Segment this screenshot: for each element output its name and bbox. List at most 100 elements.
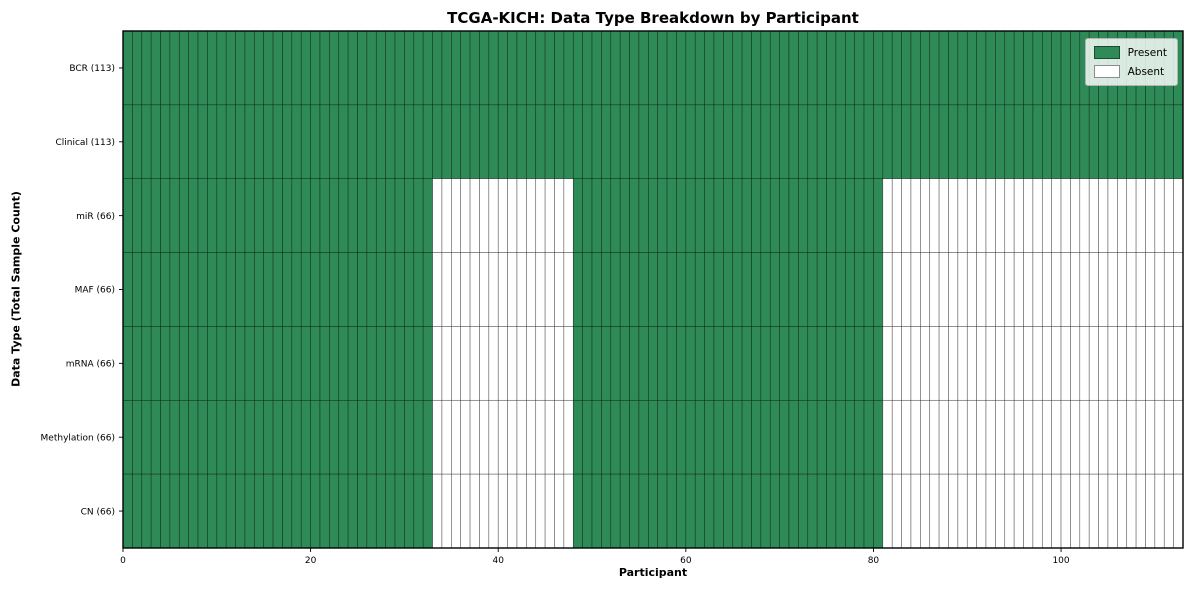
cell [1098,326,1109,401]
cell [535,252,546,327]
cell [1126,399,1137,475]
cell [601,399,612,475]
cell [497,252,508,327]
cell [1070,326,1081,401]
cell [554,473,565,549]
cell [741,326,752,401]
cell [329,473,340,549]
cell [638,252,649,327]
cell [863,252,874,327]
cell [1173,178,1184,253]
cell [788,178,799,253]
cell [554,104,565,180]
cell [460,399,471,475]
cell [891,252,902,327]
cell [976,399,987,475]
cell [150,178,161,253]
cell [629,326,640,401]
cell [141,30,152,106]
cell [1135,104,1146,180]
cell [432,473,443,549]
cell [432,104,443,180]
cell [863,326,874,401]
cell [1032,178,1043,253]
cell [1079,178,1090,253]
cell [132,252,143,327]
cell [1060,104,1071,180]
cell [1145,399,1156,475]
cell [263,104,274,180]
cell [554,178,565,253]
cell [422,252,433,327]
cell [713,178,724,253]
cell [404,30,415,106]
y-axis-label: Data Type (Total Sample Count) [9,191,23,387]
cell [375,178,386,253]
cell [357,178,368,253]
cell [816,399,827,475]
cell [1163,473,1174,549]
cell [225,30,236,106]
cell [178,104,189,180]
cell [1154,252,1165,327]
cell [844,30,855,106]
cell [920,104,931,180]
cell [488,30,499,106]
cell [610,473,621,549]
cell [1013,473,1024,549]
cell [197,399,208,475]
cell [385,178,396,253]
cell [1107,473,1118,549]
cell [676,252,687,327]
cell [863,104,874,180]
cell [1051,30,1062,106]
cell [788,30,799,106]
cell [357,104,368,180]
cell [938,399,949,475]
cell [1004,326,1015,401]
cell [910,473,921,549]
cell [169,104,180,180]
cell [582,30,593,106]
cell [366,104,377,180]
cell [413,252,424,327]
cell [891,104,902,180]
cell [282,178,293,253]
cell [216,30,227,106]
cell [469,252,480,327]
cell [507,399,518,475]
cell [995,104,1006,180]
cell [329,104,340,180]
x-tick-label: 60 [680,556,692,566]
cell [713,104,724,180]
cell [516,30,527,106]
legend-present-swatch [1093,46,1120,59]
cell [497,473,508,549]
cell [347,399,358,475]
cell [422,399,433,475]
cell [610,104,621,180]
cell [150,399,161,475]
cell [235,178,246,253]
cell [638,326,649,401]
cell [1060,252,1071,327]
cell [507,473,518,549]
cell [713,252,724,327]
cell [666,178,677,253]
cell [188,104,199,180]
cell [141,326,152,401]
cell [732,326,743,401]
cell [150,104,161,180]
cell [873,326,884,401]
cell [807,473,818,549]
cell [169,178,180,253]
cell [891,326,902,401]
cell [601,30,612,106]
cell [704,30,715,106]
cell [685,104,696,180]
cell [141,473,152,549]
cell [272,30,283,106]
cell [929,473,940,549]
cell [451,252,462,327]
cell [375,326,386,401]
